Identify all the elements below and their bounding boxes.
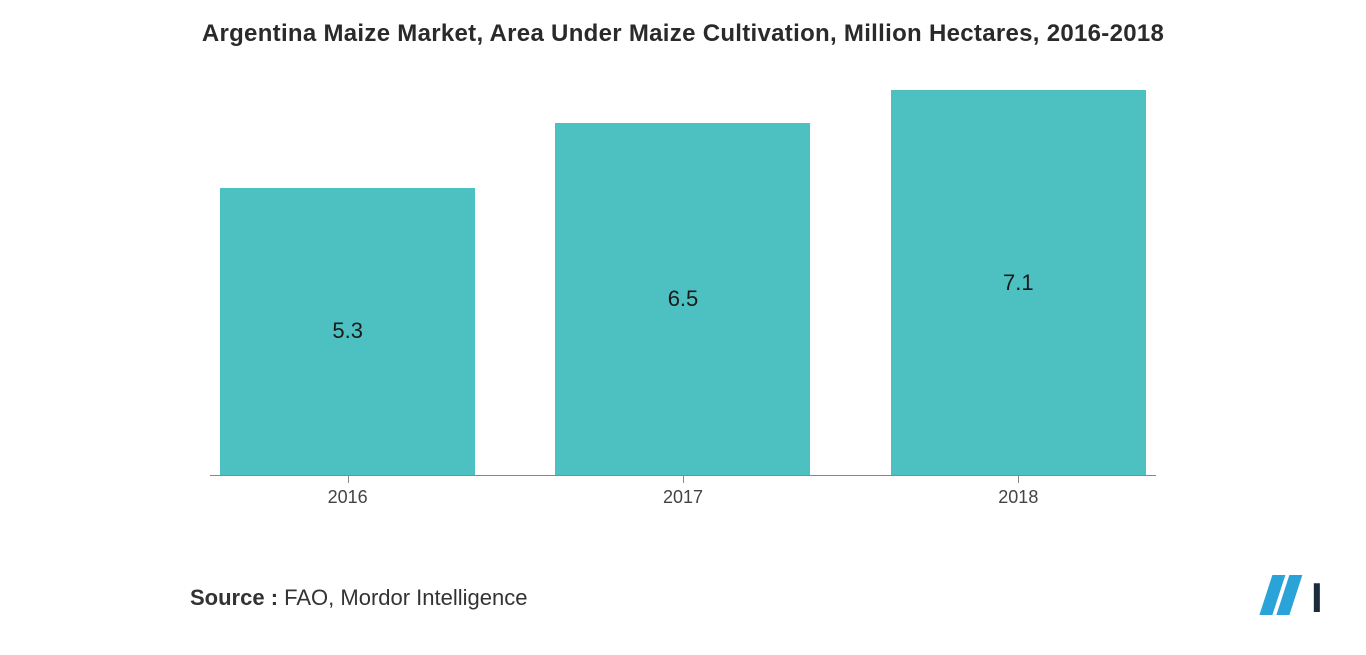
- x-label-2: 2018: [891, 487, 1146, 508]
- bar-0: 5.3: [220, 188, 475, 475]
- bar-1: 6.5: [555, 123, 810, 475]
- source-label: Source :: [190, 585, 284, 610]
- tick-2: [1018, 475, 1019, 483]
- bar-value-2: 7.1: [1003, 270, 1034, 296]
- x-label-1: 2017: [555, 487, 810, 508]
- source-text: FAO, Mordor Intelligence: [284, 585, 527, 610]
- bar-value-0: 5.3: [332, 318, 363, 344]
- source-citation: Source : FAO, Mordor Intelligence: [190, 585, 527, 611]
- bar-value-1: 6.5: [668, 286, 699, 312]
- bar-group-1: 6.5: [555, 90, 810, 475]
- mordor-logo-icon: I: [1256, 570, 1336, 625]
- x-label-0: 2016: [220, 487, 475, 508]
- x-axis-labels: 2016 2017 2018: [180, 487, 1186, 508]
- tick-0: [348, 475, 349, 483]
- tick-1: [683, 475, 684, 483]
- bar-group-2: 7.1: [891, 90, 1146, 475]
- chart-area: 5.3 6.5 7.1: [180, 90, 1186, 475]
- bar-2: 7.1: [891, 90, 1146, 475]
- chart-title: Argentina Maize Market, Area Under Maize…: [0, 0, 1366, 48]
- svg-text:I: I: [1311, 574, 1323, 620]
- bar-group-0: 5.3: [220, 90, 475, 475]
